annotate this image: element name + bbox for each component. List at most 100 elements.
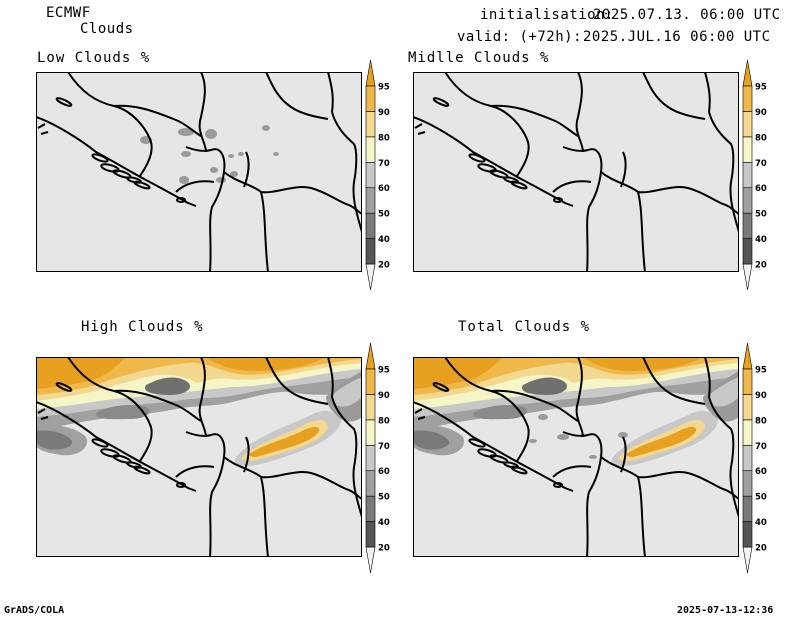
country-border	[67, 72, 153, 177]
colorbar-label: 90	[378, 108, 390, 118]
cloud-area	[96, 405, 151, 420]
colorbar-label: 20	[755, 261, 767, 271]
country-border	[67, 357, 153, 462]
cloud-area	[178, 128, 194, 136]
colorbar-label: 95	[755, 366, 767, 376]
country-border	[414, 123, 426, 135]
island-outline	[91, 438, 109, 448]
cloud-area	[583, 357, 703, 371]
colorbar-box	[365, 521, 376, 548]
colorbar-label: 50	[755, 493, 767, 503]
colorbar-max-triangle	[365, 342, 376, 370]
country-border	[704, 357, 711, 398]
colorbar-box	[365, 238, 376, 265]
middle-clouds-map	[413, 72, 739, 272]
country-border	[36, 401, 197, 492]
country-border	[552, 180, 592, 193]
country-border	[704, 72, 711, 113]
country-border	[175, 180, 215, 193]
cloud-area	[230, 171, 238, 177]
valid-value: 2025.JUL.16 06:00 UTC	[583, 29, 771, 45]
country-border	[708, 111, 739, 233]
colorbar-max-triangle	[742, 342, 753, 370]
island-outline	[133, 180, 151, 190]
country-border	[642, 72, 706, 120]
country-border	[36, 116, 197, 207]
colorbar-box	[742, 212, 753, 239]
colorbar-label: 60	[378, 467, 390, 477]
colorbar-label: 90	[755, 391, 767, 401]
colorbar-label: 70	[378, 159, 390, 169]
island-outline	[468, 153, 486, 163]
island-outline	[553, 197, 563, 203]
country-border	[265, 357, 329, 405]
country-border	[198, 357, 207, 438]
model-name: ECMWF	[46, 5, 91, 21]
country-border	[175, 465, 215, 478]
colorbar-box	[365, 161, 376, 189]
colorbar-label: 80	[378, 416, 390, 426]
colorbar-box	[742, 136, 753, 163]
colorbar-label: 90	[755, 108, 767, 118]
colorbar-label: 60	[378, 184, 390, 194]
colorbar-label: 70	[755, 442, 767, 452]
high-clouds-map	[36, 357, 362, 557]
footer-software: GrADS/COLA	[4, 605, 65, 616]
colorbar-box	[742, 85, 753, 112]
cloud-area	[238, 152, 244, 156]
footer-timestamp: 2025-07-13-12:36	[677, 605, 774, 616]
colorbar-label: 70	[378, 442, 390, 452]
colorbar-top-right: 20 40 50 60 70 80 90 95	[741, 59, 775, 296]
cloud-area	[36, 430, 73, 450]
panel-title-total: Total Clouds %	[458, 319, 591, 335]
country-border	[37, 408, 49, 420]
country-border	[265, 72, 329, 120]
colorbar-min-triangle	[742, 546, 753, 574]
colorbar-box	[742, 470, 753, 497]
colorbar-label: 70	[755, 159, 767, 169]
colorbar-label: 40	[378, 235, 390, 245]
country-border	[113, 389, 202, 422]
country-border	[444, 357, 530, 462]
cloud-area	[413, 430, 450, 450]
country-border	[490, 389, 579, 422]
island-outline	[510, 465, 528, 475]
colorbar-box	[365, 136, 376, 163]
country-border	[413, 401, 574, 492]
colorbar-label: 40	[378, 518, 390, 528]
cloud-area	[228, 154, 234, 158]
cloud-area	[205, 129, 217, 139]
colorbar-box	[365, 470, 376, 497]
island-outline	[510, 180, 528, 190]
colorbar-bottom-right: 20 40 50 60 70 80 90 95	[741, 342, 775, 579]
country-border	[575, 357, 584, 438]
colorbar-box	[742, 187, 753, 214]
colorbar-box	[742, 495, 753, 522]
panel-title-middle: Midlle Clouds %	[408, 50, 550, 66]
colorbar-label: 40	[755, 235, 767, 245]
colorbar-box	[365, 111, 376, 138]
cloud-area	[473, 405, 528, 420]
colorbar-min-triangle	[742, 263, 753, 291]
colorbar-box	[742, 368, 753, 395]
map-background	[413, 72, 739, 272]
panel-title-high: High Clouds %	[81, 319, 204, 335]
country-border	[413, 116, 574, 207]
cloud-area	[179, 176, 189, 184]
map-frame	[413, 72, 739, 272]
island-outline	[133, 465, 151, 475]
colorbar-label: 80	[755, 416, 767, 426]
init-label: initialisation:	[480, 7, 614, 23]
island-outline	[176, 197, 186, 203]
colorbar-box	[365, 187, 376, 214]
cloud-area	[145, 377, 191, 395]
country-border	[198, 72, 207, 153]
colorbar-label: 50	[378, 493, 390, 503]
cloud-area	[181, 151, 191, 157]
product-name: Clouds	[80, 21, 134, 37]
country-border	[113, 104, 202, 137]
colorbar-box	[365, 419, 376, 446]
colorbar-label: 60	[755, 184, 767, 194]
island-outline	[91, 153, 109, 163]
valid-label: valid: (+72h):	[457, 29, 583, 45]
